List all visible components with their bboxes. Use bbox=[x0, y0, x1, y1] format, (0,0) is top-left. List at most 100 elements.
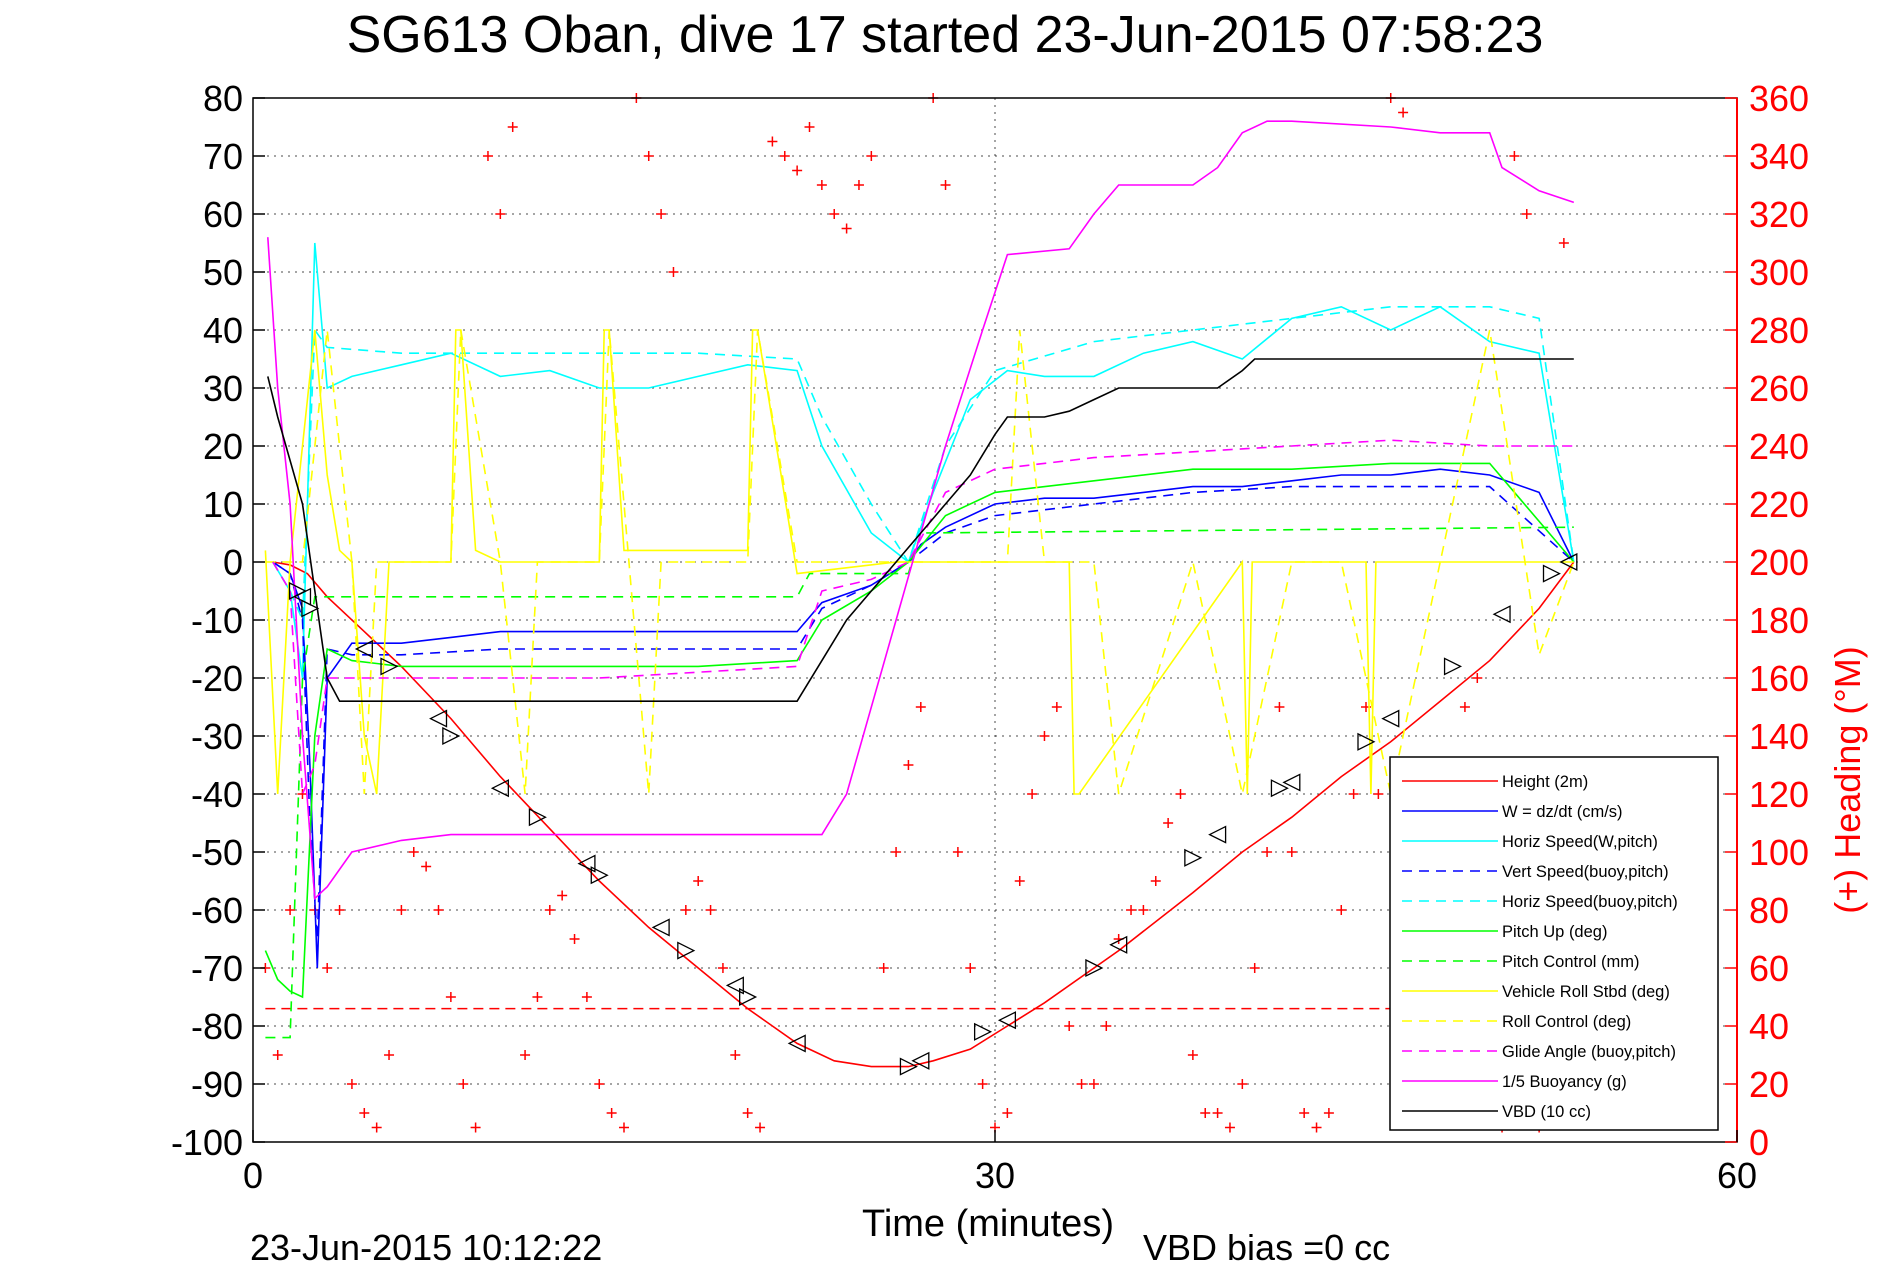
heading-point bbox=[482, 151, 493, 161]
heading-point bbox=[359, 1108, 370, 1118]
x-tick-label: 30 bbox=[975, 1155, 1015, 1196]
heading-point bbox=[779, 151, 790, 161]
heading-point bbox=[816, 180, 827, 190]
heading-point bbox=[1076, 1079, 1087, 1089]
heading-point bbox=[334, 905, 345, 915]
heading-point bbox=[346, 1079, 357, 1089]
y-right-tick-label: 40 bbox=[1749, 1006, 1789, 1047]
heading-point bbox=[1299, 1108, 1310, 1118]
triangle-marker bbox=[651, 918, 670, 937]
heading-point bbox=[693, 876, 704, 886]
y-right-tick-label: 80 bbox=[1749, 890, 1789, 931]
heading-point bbox=[804, 122, 815, 132]
heading-point bbox=[507, 122, 518, 132]
heading-point bbox=[396, 905, 407, 915]
series-line-glide bbox=[272, 439, 1574, 795]
heading-point bbox=[1373, 789, 1384, 799]
triangle-marker bbox=[1381, 709, 1400, 728]
footer-vbd-bias: VBD bias =0 cc bbox=[1143, 1227, 1390, 1262]
y-right-tick-label: 360 bbox=[1749, 78, 1809, 119]
x-axis-label: Time (minutes) bbox=[862, 1203, 1114, 1245]
heading-point bbox=[1509, 151, 1520, 161]
legend-label-pitch: Pitch Up (deg) bbox=[1502, 923, 1607, 941]
series-line-pitch_ctl bbox=[265, 526, 1574, 1039]
heading-point bbox=[705, 905, 716, 915]
triangle-marker bbox=[1282, 773, 1301, 792]
heading-point bbox=[433, 905, 444, 915]
y-tick-label: -50 bbox=[191, 832, 243, 873]
triangle-marker bbox=[787, 1034, 806, 1053]
legend-label-roll: Vehicle Roll Stbd (deg) bbox=[1502, 983, 1670, 1001]
triangle-marker bbox=[899, 1057, 918, 1076]
heading-point bbox=[952, 847, 963, 857]
y-right-tick-label: 20 bbox=[1749, 1064, 1789, 1105]
legend-label-height: Height (2m) bbox=[1502, 773, 1588, 791]
legend-label-buoy: 1/5 Buoyancy (g) bbox=[1502, 1073, 1627, 1091]
triangle-marker bbox=[1109, 935, 1128, 954]
heading-point bbox=[1014, 876, 1025, 886]
heading-point bbox=[272, 1050, 283, 1060]
legend-label-vbd: VBD (10 cc) bbox=[1502, 1103, 1591, 1121]
heading-point bbox=[1002, 1108, 1013, 1118]
plot-area: 80706050403020100-10-20-30-40-50-60-70-8… bbox=[171, 78, 1809, 1196]
triangle-marker bbox=[490, 779, 509, 798]
heading-point bbox=[1200, 1108, 1211, 1118]
heading-point bbox=[606, 1108, 617, 1118]
heading-point bbox=[1039, 731, 1050, 741]
heading-point bbox=[285, 905, 296, 915]
heading-point bbox=[643, 151, 654, 161]
y-right-tick-label: 240 bbox=[1749, 426, 1809, 467]
heading-point bbox=[1336, 905, 1347, 915]
footer-timestamp: 23-Jun-2015 10:12:22 bbox=[250, 1227, 602, 1262]
y-right-tick-label: 0 bbox=[1749, 1122, 1769, 1163]
triangle-marker bbox=[1492, 605, 1511, 624]
triangle-marker bbox=[725, 976, 744, 995]
series-line-vbd bbox=[267, 358, 1574, 703]
heading-point bbox=[1459, 702, 1470, 712]
series-line-vert_bp bbox=[272, 485, 1575, 940]
series-line-height bbox=[272, 561, 1575, 1068]
triangle-marker bbox=[354, 639, 373, 659]
y-tick-label: 80 bbox=[203, 78, 243, 119]
heading-point bbox=[322, 963, 333, 973]
heading-point bbox=[1150, 876, 1161, 886]
heading-point bbox=[1212, 1108, 1223, 1118]
heading-point bbox=[1175, 789, 1186, 799]
heading-point bbox=[1262, 847, 1273, 857]
triangle-marker bbox=[1270, 779, 1289, 798]
heading-point bbox=[829, 209, 840, 219]
y-right-tick-label: 200 bbox=[1749, 542, 1809, 583]
heading-point bbox=[730, 1050, 741, 1060]
y-tick-label: 10 bbox=[203, 484, 243, 525]
series-line-w bbox=[272, 468, 1575, 969]
series-line-roll bbox=[264, 329, 1574, 795]
legend-label-glide: Glide Angle (buoy,pitch) bbox=[1502, 1043, 1676, 1061]
legend: Height (2m) W = dz/dt (cm/s) Horiz Speed(W… bbox=[1389, 756, 1719, 1131]
heading-point bbox=[1274, 702, 1285, 712]
triangle-marker bbox=[590, 866, 609, 885]
legend-box bbox=[1389, 756, 1719, 1131]
series-line-horiz_wp bbox=[272, 242, 1575, 679]
heading-point bbox=[520, 1050, 531, 1060]
triangle-marker bbox=[380, 657, 399, 676]
legend-label-horiz_wp: Horiz Speed(W,pitch) bbox=[1502, 833, 1658, 851]
y-right-tick-label: 260 bbox=[1749, 368, 1809, 409]
y-tick-label: 20 bbox=[203, 426, 243, 467]
heading-point bbox=[569, 934, 580, 944]
heading-point bbox=[1348, 789, 1359, 799]
heading-point bbox=[1323, 1108, 1334, 1118]
triangle-marker bbox=[442, 726, 461, 746]
heading-point bbox=[866, 151, 877, 161]
heading-point bbox=[903, 760, 914, 770]
heading-point bbox=[940, 180, 951, 190]
heading-point bbox=[421, 861, 432, 872]
heading-point bbox=[1472, 673, 1483, 683]
heading-point bbox=[841, 223, 852, 234]
legend-label-vert_bp: Vert Speed(buoy,pitch) bbox=[1502, 863, 1669, 881]
y-tick-label: 0 bbox=[223, 542, 243, 583]
triangle-marker bbox=[997, 1011, 1017, 1030]
heading-point bbox=[619, 1122, 629, 1133]
heading-point bbox=[1311, 1122, 1322, 1133]
heading-point bbox=[408, 847, 419, 857]
y-tick-label: 70 bbox=[203, 136, 243, 177]
